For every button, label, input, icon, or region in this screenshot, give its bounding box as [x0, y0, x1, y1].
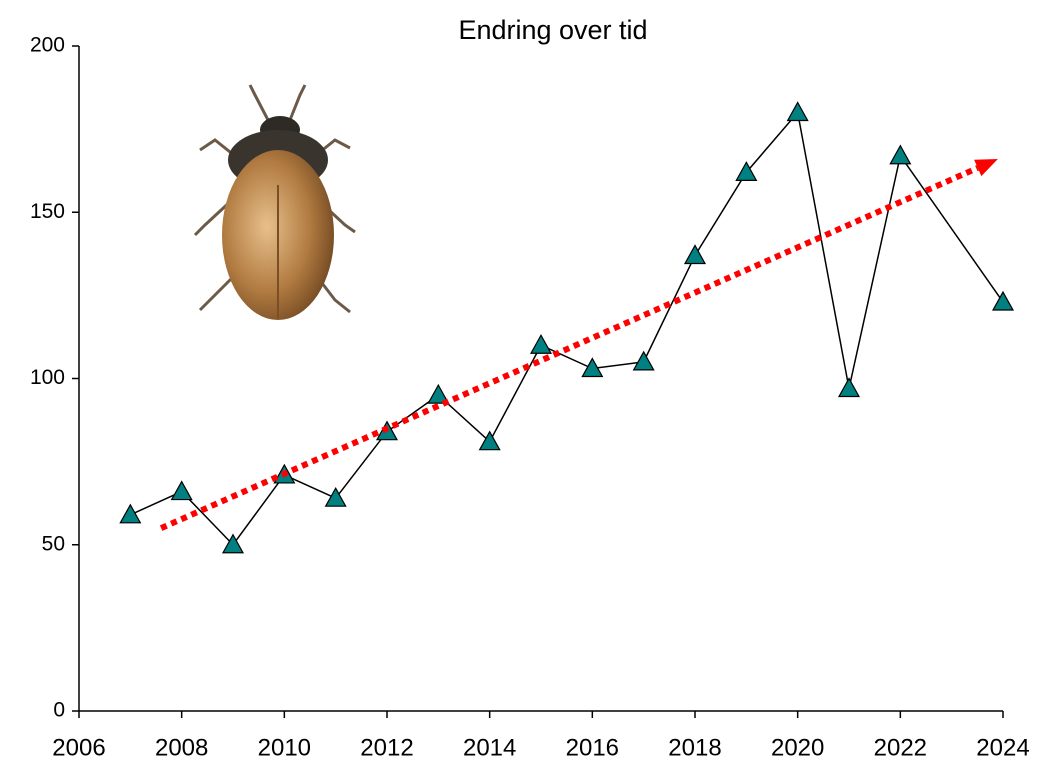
trend-arrowhead — [974, 159, 998, 177]
marker — [324, 486, 347, 507]
marker — [170, 480, 193, 501]
marker — [478, 430, 501, 451]
marker — [735, 161, 758, 181]
chart-title: Endring over tid — [458, 15, 647, 45]
y-tick-label: 0 — [53, 699, 65, 722]
y-tick-label: 50 — [42, 532, 65, 555]
marker — [889, 144, 912, 165]
x-tick-label: 2018 — [668, 734, 721, 761]
marker — [529, 334, 553, 354]
y-tick-label: 150 — [30, 200, 65, 223]
y-tick-label: 200 — [30, 34, 65, 57]
x-tick-label: 2010 — [258, 734, 311, 761]
x-tick-label: 2024 — [976, 734, 1029, 761]
marker — [427, 383, 450, 404]
x-tick-label: 2022 — [874, 734, 927, 761]
marker — [221, 533, 245, 554]
y-tick-label: 100 — [30, 366, 65, 389]
marker — [581, 357, 604, 378]
marker — [837, 377, 861, 398]
marker — [991, 290, 1015, 311]
marker — [683, 244, 707, 265]
x-tick-label: 2020 — [771, 734, 824, 761]
x-tick-label: 2014 — [463, 734, 516, 761]
x-tick-label: 2006 — [52, 734, 105, 761]
marker — [786, 101, 809, 122]
marker — [119, 503, 142, 524]
marker — [632, 350, 655, 371]
x-tick-label: 2008 — [155, 734, 208, 761]
beetle-illustration — [193, 84, 356, 320]
x-tick-label: 2012 — [360, 734, 413, 761]
x-tick-label: 2016 — [566, 734, 619, 761]
trend-line — [159, 165, 979, 531]
